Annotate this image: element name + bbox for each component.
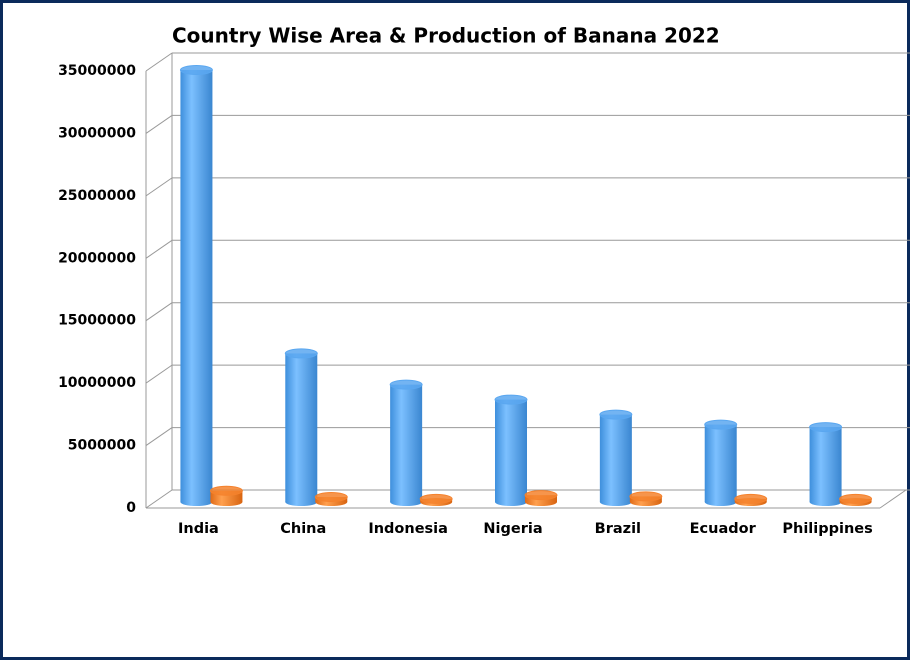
y-tick-label: 20000000 [58,250,136,266]
bar [599,414,632,502]
bar-top [839,493,873,504]
bar-base [390,498,423,506]
bar-top [809,422,843,433]
axis-line [879,489,907,509]
grid-line [145,427,173,446]
bar [285,353,318,502]
bar [809,427,842,502]
bar [390,384,423,502]
bar-top [629,491,663,502]
bar [210,490,243,502]
y-tick-label: 30000000 [58,125,136,141]
bar-top [314,492,348,503]
x-tick-label: Brazil [595,521,641,537]
bar-base [285,498,318,506]
x-tick-label: Nigeria [483,521,542,537]
bar [704,424,737,502]
grid-line [145,115,173,134]
grid-line [145,177,173,197]
y-tick-label: 0 [126,500,136,516]
bar-base [599,498,632,506]
y-tick-label: 35000000 [58,63,136,79]
bar-top [284,348,318,359]
bar-base [809,498,842,506]
bar-top [599,409,633,420]
bar-top [389,379,423,390]
bar-base [210,498,243,506]
grid-line [145,52,173,72]
x-tick-label: China [280,521,326,537]
bar [180,69,213,502]
x-tick-label: Philippines [782,521,872,537]
bar-base [180,498,213,506]
bar-base [495,498,527,506]
bar-top [734,493,768,504]
bar-top [209,485,243,496]
grid-line [145,489,173,509]
x-tick-label: Ecuador [690,521,757,537]
y-tick-label: 5000000 [68,438,136,454]
chart-title: Country Wise Area & Production of Banana… [172,24,720,48]
grid-line [145,302,173,322]
bar [495,399,527,502]
bar-top [494,394,528,405]
bar-top [419,493,453,504]
x-tick-label: India [178,521,219,537]
bar-top [179,64,213,75]
bar-base [704,498,737,506]
y-tick-label: 15000000 [58,313,136,329]
bar-base [525,498,557,506]
grid-line [145,364,173,384]
y-tick-label: 25000000 [58,188,136,204]
bar-top [704,419,738,430]
bar-top [524,490,558,501]
grid-line [145,239,173,259]
x-tick-label: Indonesia [368,521,448,537]
y-tick-label: 10000000 [58,375,136,391]
